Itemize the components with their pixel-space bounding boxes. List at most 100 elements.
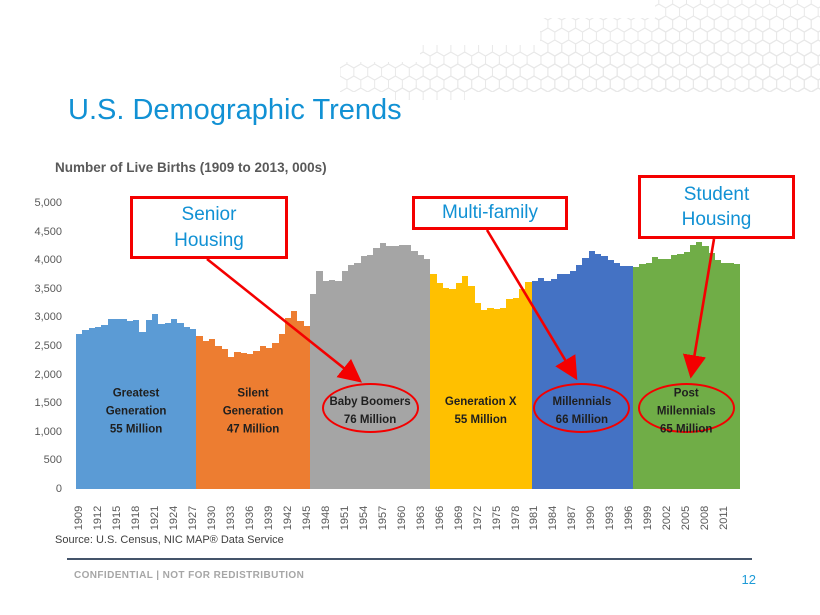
post-millennials-circle	[637, 383, 735, 433]
label-baby-boomers: Baby Boomers 76 Million	[329, 396, 411, 426]
x-tick-label: 1981	[528, 505, 541, 531]
chart-bar-1976	[499, 307, 507, 489]
chart-bar-1988	[575, 265, 583, 489]
chart-bar-1915	[113, 319, 121, 489]
chart-bar-1925	[177, 322, 184, 489]
y-tick-label: 1,000	[34, 425, 62, 438]
x-tick-label: 2005	[680, 505, 693, 531]
chart-bar-1963	[417, 254, 425, 489]
chart-bar-2004	[677, 253, 684, 489]
x-tick-label: 1969	[452, 505, 465, 531]
chart-bar-1927	[189, 328, 197, 489]
chart-bar-2013	[734, 264, 741, 489]
chart-bar-1935	[240, 353, 247, 489]
chart-bar-1967	[443, 287, 450, 489]
y-tick-label: 4,000	[34, 254, 62, 267]
chart-bar-2001	[658, 258, 665, 489]
callout-senior-housing: Senior Housing	[130, 196, 288, 259]
chart-bar-2012	[727, 262, 735, 489]
footer-divider	[67, 558, 752, 560]
x-tick-label: 1948	[319, 505, 332, 531]
chart-bar-2000	[651, 256, 659, 489]
x-tick-label: 2002	[661, 505, 674, 531]
chart-bar-1996	[626, 266, 633, 489]
chart-bar-1923	[164, 322, 171, 489]
y-tick-label: 3,500	[34, 282, 62, 295]
chart-bar-1945	[303, 325, 311, 489]
chart-bar-1993	[607, 260, 614, 489]
x-tick-label: 1951	[338, 505, 351, 531]
page-title: U.S. Demographic Trends	[68, 94, 402, 126]
x-tick-label: 1990	[585, 505, 598, 531]
label-greatest-generation: Greatest Generation 55 Million	[105, 387, 167, 435]
chart-bar-1940	[272, 342, 279, 489]
chart-bar-1964	[424, 258, 431, 489]
chart-bar-1943	[291, 311, 298, 489]
chart-bar-1922	[158, 324, 165, 489]
chart-bar-1969	[455, 283, 463, 489]
callout-multi-family: Multi-family	[412, 196, 568, 230]
x-tick-label: 1987	[566, 505, 579, 531]
y-tick-label: 4,500	[34, 225, 62, 238]
chart-bar-1982	[537, 278, 545, 489]
y-tick-label: 500	[43, 454, 62, 467]
chart-bar-1954	[360, 256, 368, 489]
label-millennials: Millennials 66 Million	[552, 396, 612, 426]
chart-bar-1924	[170, 318, 178, 489]
chart-bar-1990	[588, 251, 595, 489]
x-tick-label: 1924	[168, 505, 181, 531]
source-note: Source: U.S. Census, NIC MAP® Data Servi…	[55, 534, 284, 546]
x-tick-label: 1945	[300, 505, 313, 531]
chart-bar-1980	[525, 282, 532, 489]
chart-bar-1957	[379, 243, 387, 489]
x-tick-label: 1996	[623, 505, 636, 531]
chart-bar-1960	[398, 245, 406, 489]
chart-bar-1999	[645, 262, 652, 489]
chart-bar-1937	[253, 350, 260, 489]
chart-bar-1970	[462, 275, 469, 489]
x-tick-label: 1960	[395, 505, 408, 531]
chart-bar-1971	[468, 285, 475, 489]
chart-bar-1918	[132, 320, 140, 489]
confidential-note: CONFIDENTIAL | NOT FOR REDISTRIBUTION	[74, 570, 305, 581]
x-tick-label: 1984	[547, 505, 560, 531]
chart-bar-1956	[373, 248, 380, 489]
chart-bar-1983	[544, 280, 551, 489]
chart-bar-1910	[82, 330, 89, 489]
chart-bar-1932	[221, 349, 228, 489]
chart-bar-2003	[670, 255, 678, 489]
chart-bar-1978	[512, 298, 519, 489]
chart-bar-1944	[297, 320, 304, 489]
chart-bar-2010	[715, 260, 722, 489]
chart-bar-1919	[139, 332, 146, 489]
chart-bar-1950	[335, 281, 342, 489]
y-tick-label: 2,500	[34, 340, 62, 352]
chart-bar-1931	[215, 345, 222, 489]
bar-series	[76, 203, 741, 489]
page-number: 12	[741, 572, 756, 587]
x-tick-label: 1972	[471, 505, 484, 531]
chart-bar-1972	[474, 302, 481, 489]
chart-bar-1966	[436, 282, 444, 489]
chart-bar-1959	[392, 246, 399, 489]
chart-bar-1998	[639, 263, 646, 489]
chart-bar-1995	[620, 265, 627, 489]
chart-bar-1926	[183, 326, 190, 489]
chart-bar-1981	[531, 281, 538, 489]
chart-bar-1992	[601, 256, 608, 489]
baby-boomers-circle	[321, 383, 419, 433]
chart-bar-1985	[556, 273, 564, 489]
chart-bar-1914	[107, 319, 114, 489]
y-tick-label: 2,000	[34, 368, 62, 381]
chart-bar-1997	[632, 267, 640, 489]
chart-bar-1961	[405, 244, 412, 489]
x-tick-label: 1978	[509, 505, 522, 531]
x-tick-label: 1912	[92, 505, 105, 531]
chart-bar-1973	[481, 309, 488, 489]
x-tick-label: 1933	[224, 505, 237, 531]
x-tick-label: 1954	[357, 505, 370, 531]
chart-bar-1916	[120, 319, 127, 489]
chart-bar-1946	[310, 293, 317, 489]
label-silent-generation: Silent Generation 47 Million	[222, 387, 284, 435]
